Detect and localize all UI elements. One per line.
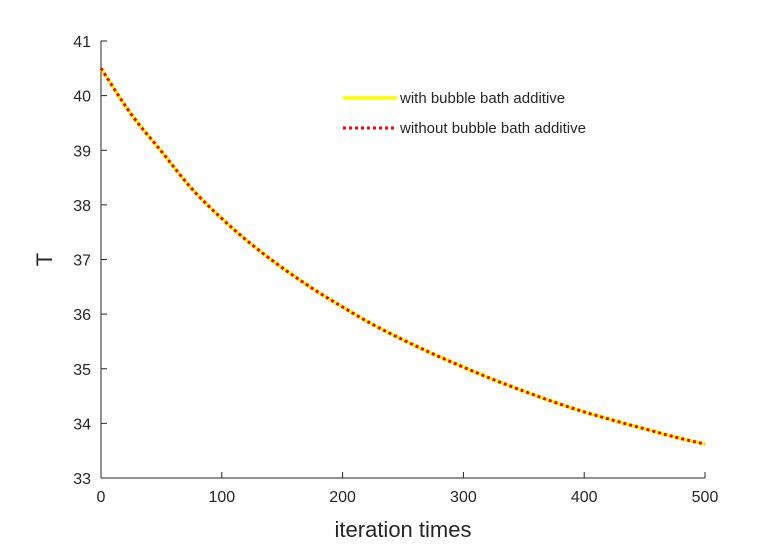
series-line-2 xyxy=(99,67,706,446)
y-tick-label: 39 xyxy=(73,143,91,160)
y-tick-label: 38 xyxy=(73,198,91,215)
legend-label-1: with bubble bath additive xyxy=(399,90,565,107)
y-tick-label: 37 xyxy=(73,253,91,270)
x-tick-label: 400 xyxy=(571,489,598,506)
x-tick-label: 500 xyxy=(692,489,719,506)
x-axis-title: iteration times xyxy=(335,517,472,542)
series-layer xyxy=(99,67,706,446)
x-tick-label: 300 xyxy=(450,489,477,506)
y-axis-title: T xyxy=(32,253,57,266)
legend: with bubble bath additive without bubble … xyxy=(343,90,586,137)
x-tick-label: 0 xyxy=(97,489,106,506)
y-tick-label: 41 xyxy=(73,34,91,51)
axes: 0 100 200 300 400 500 33 34 35 36 37 38 39 40 41 xyxy=(73,34,718,506)
legend-label-2: without bubble bath additive xyxy=(399,120,586,137)
y-tick-label: 34 xyxy=(73,416,91,433)
y-tick-label: 40 xyxy=(73,89,91,106)
y-tick-label: 35 xyxy=(73,362,91,379)
x-tick-label: 100 xyxy=(208,489,235,506)
x-tick-label: 200 xyxy=(329,489,356,506)
y-tick-label: 33 xyxy=(73,471,91,488)
y-tick-label: 36 xyxy=(73,307,91,324)
